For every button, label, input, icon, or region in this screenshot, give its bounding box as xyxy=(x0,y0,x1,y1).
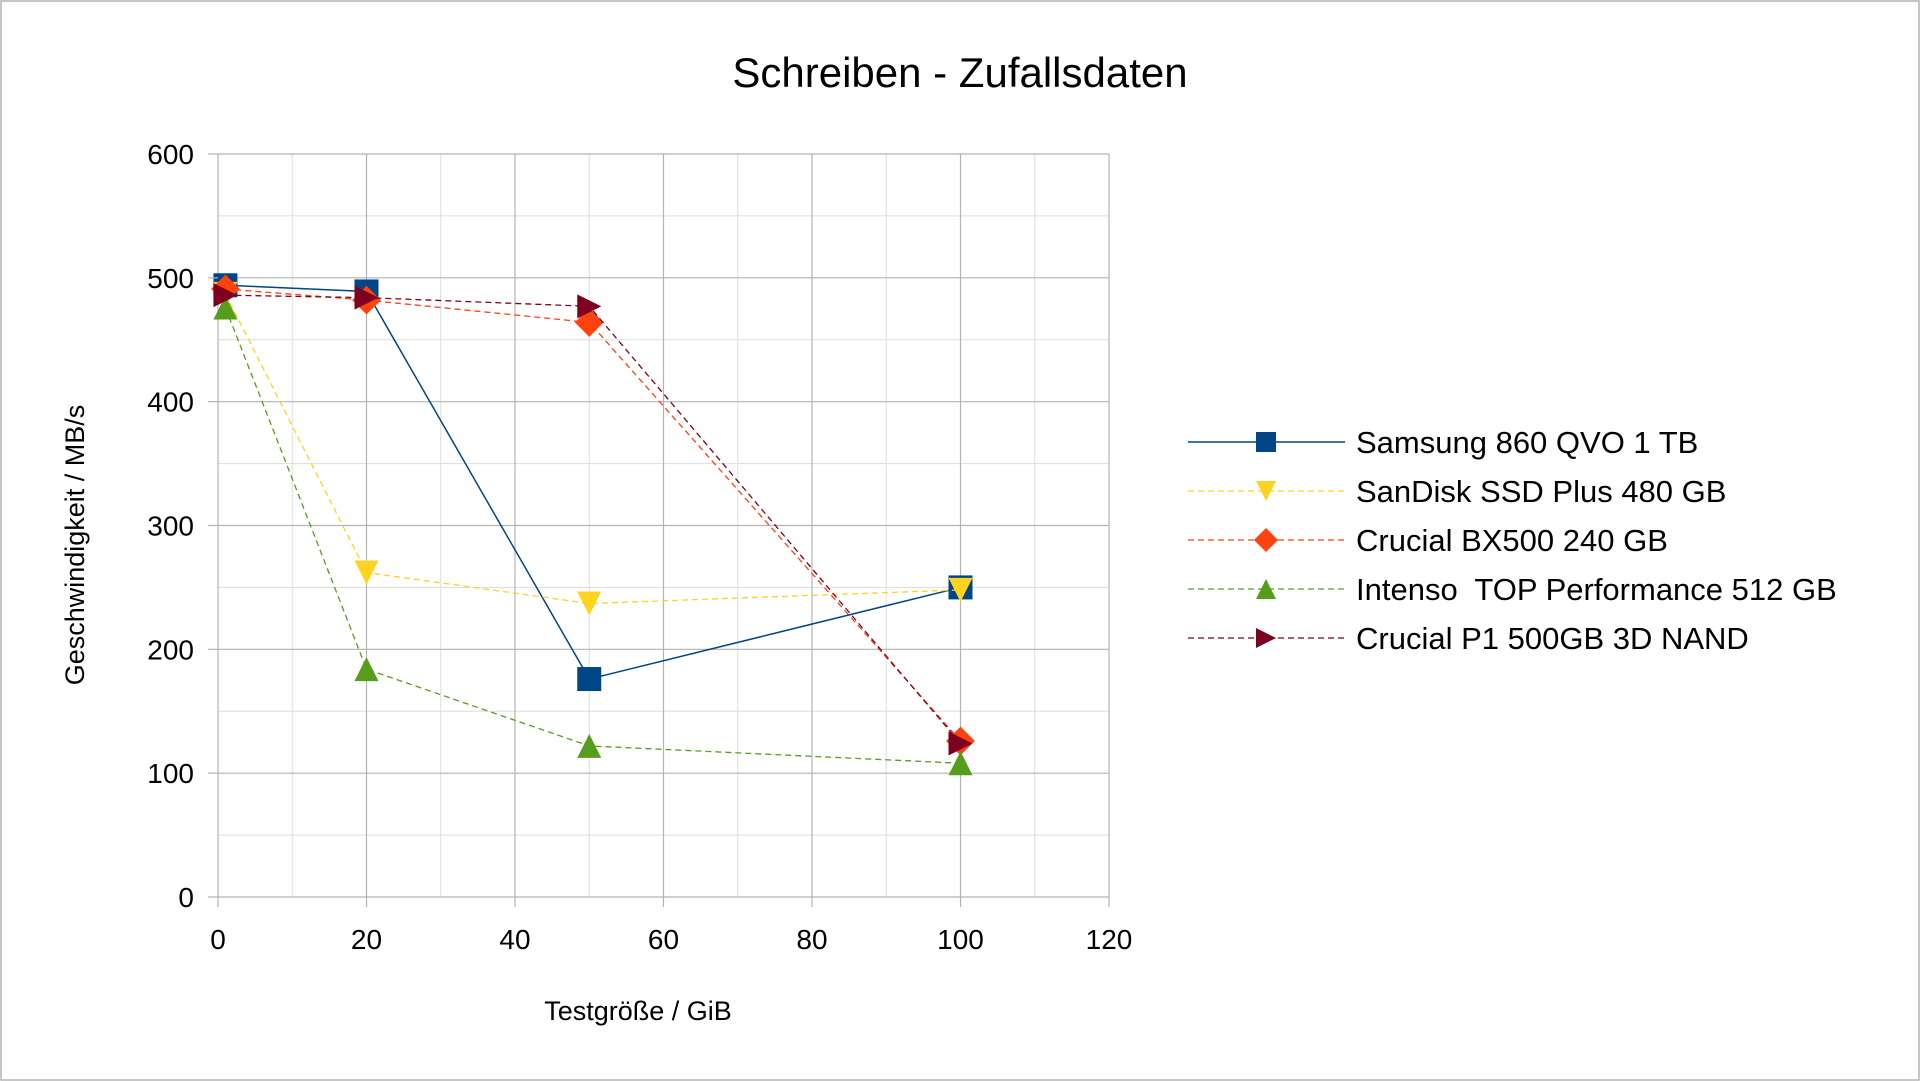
y-tick-label: 300 xyxy=(147,511,194,542)
series-intenso-top-performance-512-gb xyxy=(213,295,973,776)
legend-marker xyxy=(1256,579,1276,599)
y-tick-label: 100 xyxy=(147,758,194,789)
data-point xyxy=(948,751,973,776)
data-point xyxy=(948,731,973,756)
y-axis-title: Geschwindigkeit / MB/s xyxy=(60,405,90,686)
x-tick-label: 80 xyxy=(796,924,827,955)
data-point xyxy=(948,577,973,602)
y-tick-label: 400 xyxy=(147,387,194,418)
data-point xyxy=(354,560,379,585)
data-point xyxy=(577,591,602,616)
legend-marker xyxy=(1254,528,1278,552)
legend-marker xyxy=(1256,432,1276,452)
series-line xyxy=(224,293,961,605)
x-tick-label: 120 xyxy=(1086,924,1133,955)
legend-marker xyxy=(1256,628,1276,648)
x-tick-label: 40 xyxy=(499,924,530,955)
x-tick-label: 100 xyxy=(937,924,984,955)
data-point xyxy=(574,308,604,337)
x-axis-title: Testgröße / GiB xyxy=(544,996,732,1026)
data-point xyxy=(211,274,240,304)
legend-item: Crucial BX500 240 GB xyxy=(1188,523,1668,558)
y-tick-label: 0 xyxy=(178,882,194,913)
x-tick-label: 20 xyxy=(351,924,382,955)
data-point xyxy=(213,295,238,320)
series-line xyxy=(225,288,961,742)
series-line xyxy=(224,307,961,764)
legend-label: Crucial BX500 240 GB xyxy=(1356,523,1668,558)
legend-item: Intenso TOP Performance 512 GB xyxy=(1188,572,1837,607)
series-samsung-860-qvo-1-tb xyxy=(213,273,973,692)
data-point xyxy=(577,733,602,758)
data-point xyxy=(354,657,379,682)
chart-title: Schreiben - Zufallsdaten xyxy=(732,49,1187,96)
data-point xyxy=(213,283,238,308)
data-point xyxy=(354,285,379,310)
y-tick-label: 600 xyxy=(147,139,194,170)
series-line xyxy=(225,294,961,744)
data-point xyxy=(577,294,602,319)
series-line xyxy=(225,284,961,680)
y-tick-label: 200 xyxy=(147,634,194,665)
legend-label: SanDisk SSD Plus 480 GB xyxy=(1356,474,1726,509)
legend-marker xyxy=(1256,481,1276,501)
grid xyxy=(217,153,1110,898)
legend-label: Crucial P1 500GB 3D NAND xyxy=(1356,621,1749,656)
x-tick-label: 0 xyxy=(210,924,226,955)
x-tick-label: 60 xyxy=(648,924,679,955)
series-crucial-p1-500gb-3d-nand xyxy=(213,283,973,756)
legend-item: Samsung 860 QVO 1 TB xyxy=(1188,425,1698,460)
series-group xyxy=(211,273,975,776)
legend-item: SanDisk SSD Plus 480 GB xyxy=(1188,474,1726,509)
y-tick-label: 500 xyxy=(147,263,194,294)
axes: 0 100 200 300 400 500 600 0 20 40 60 80 100 120 xyxy=(147,139,1132,955)
legend: Samsung 860 QVO 1 TB SanDisk SSD Plus 480… xyxy=(1188,425,1837,656)
data-point xyxy=(577,667,602,692)
legend-item: Crucial P1 500GB 3D NAND xyxy=(1188,621,1749,656)
legend-label: Samsung 860 QVO 1 TB xyxy=(1356,425,1698,460)
legend-label: Intenso TOP Performance 512 GB xyxy=(1356,572,1837,607)
